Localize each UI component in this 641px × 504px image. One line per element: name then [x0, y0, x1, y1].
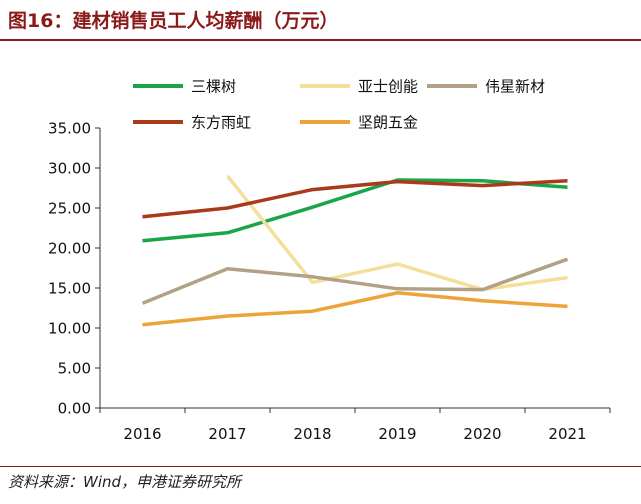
series-line-亚士创能: [226, 174, 568, 292]
y-tick-label: 35.00: [48, 120, 91, 138]
y-tick-label: 15.00: [48, 280, 91, 298]
legend-label: 坚朗五金: [358, 114, 418, 132]
plot-lines: [141, 174, 569, 327]
x-tick-label: 2021: [548, 425, 586, 443]
x-tick-label: 2016: [123, 425, 161, 443]
x-tick-label: 2020: [463, 425, 501, 443]
title-divider: [0, 39, 641, 41]
x-tick-label: 2018: [293, 425, 331, 443]
source-note: 资料来源：Wind，申港证券研究所: [8, 473, 242, 491]
source-divider: [0, 466, 641, 467]
series-line-坚朗五金: [142, 291, 568, 327]
y-tick-label: 25.00: [48, 200, 91, 218]
figure-title: 图16：建材销售员工人均薪酬（万元）: [8, 10, 339, 32]
y-tick-label: 10.00: [48, 320, 91, 338]
y-axis: 0.00 5.00 10.00 15.00 20.00 25.00 30.00 35.00: [48, 120, 101, 418]
series-line-三棵树: [142, 178, 568, 243]
legend-label: 东方雨虹: [191, 114, 251, 132]
y-tick-label: 0.00: [58, 400, 91, 418]
y-tick-label: 5.00: [58, 360, 91, 378]
legend-label: 伟星新材: [485, 78, 545, 96]
legend-label: 三棵树: [191, 78, 236, 96]
legend-label: 亚士创能: [358, 78, 418, 96]
x-axis: 2016 2017 2018 2019 2020 2021: [99, 407, 611, 443]
x-tick-label: 2017: [208, 425, 246, 443]
y-tick-label: 20.00: [48, 240, 91, 258]
x-tick-label: 2019: [378, 425, 416, 443]
y-tick-label: 30.00: [48, 160, 91, 178]
series-line-东方雨虹: [142, 179, 568, 219]
series-line-伟星新材: [141, 257, 569, 305]
